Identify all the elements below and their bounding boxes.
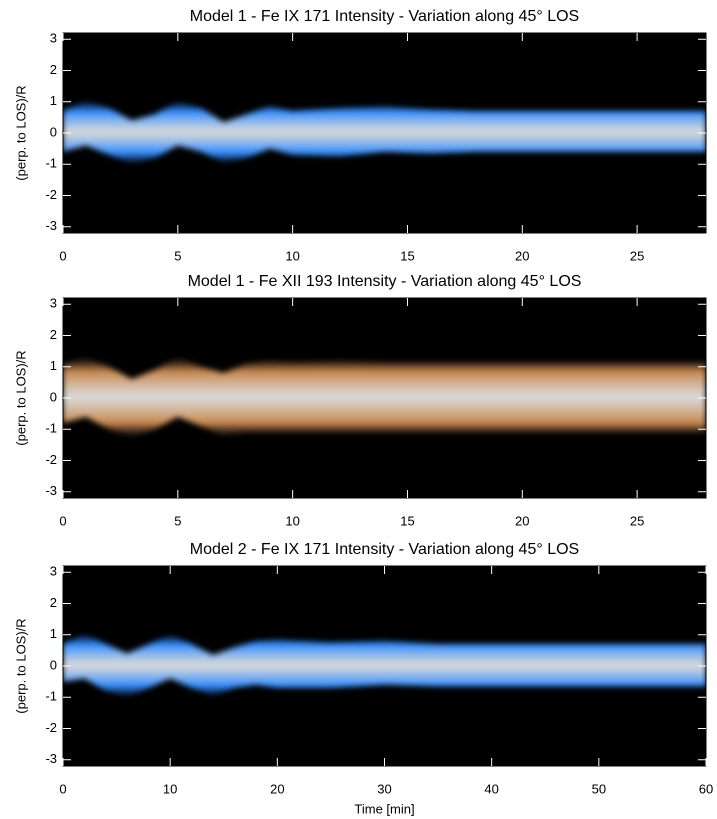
x-tick-label: 10	[285, 513, 299, 528]
x-axis-label: Time [min]	[354, 801, 414, 816]
x-tick-label: 15	[400, 248, 414, 263]
x-tick-label: 40	[484, 781, 498, 796]
y-tick-label: -3	[45, 218, 57, 233]
x-tick-label: 0	[59, 248, 66, 263]
chart-title: Model 2 - Fe IX 171 Intensity - Variatio…	[190, 541, 579, 558]
intensity-band	[63, 357, 706, 438]
y-tick-label: 2	[50, 595, 57, 610]
y-tick-label: -3	[45, 751, 57, 766]
x-tick-label: 5	[174, 513, 181, 528]
intensity-band	[63, 100, 706, 165]
y-tick-label: 0	[50, 124, 57, 139]
y-tick-label: -2	[45, 452, 57, 467]
x-tick-label: 0	[59, 781, 66, 796]
y-tick-label: -3	[45, 483, 57, 498]
y-tick-label: -2	[45, 187, 57, 202]
x-tick-label: 10	[163, 781, 177, 796]
y-axis-label: (perp. to LOS)/R	[13, 85, 28, 180]
x-tick-label: 20	[515, 513, 529, 528]
y-tick-label: 2	[50, 62, 57, 77]
y-tick-label: 0	[50, 389, 57, 404]
x-tick-label: 20	[515, 248, 529, 263]
intensity-band	[63, 633, 706, 698]
y-tick-label: -1	[45, 689, 57, 704]
y-tick-label: 1	[50, 93, 57, 108]
y-tick-label: 3	[50, 296, 57, 311]
y-tick-label: 1	[50, 626, 57, 641]
x-tick-label: 20	[270, 781, 284, 796]
y-tick-label: -1	[45, 421, 57, 436]
x-tick-label: 15	[400, 513, 414, 528]
x-tick-label: 0	[59, 513, 66, 528]
x-tick-label: 10	[285, 248, 299, 263]
x-tick-label: 60	[699, 781, 713, 796]
y-tick-label: 0	[50, 657, 57, 672]
x-tick-label: 25	[630, 513, 644, 528]
y-tick-label: 3	[50, 31, 57, 46]
y-axis-label: (perp. to LOS)/R	[13, 618, 28, 713]
y-tick-label: 2	[50, 327, 57, 342]
y-tick-label: 1	[50, 358, 57, 373]
y-axis-label: (perp. to LOS)/R	[13, 350, 28, 445]
chart-title: Model 1 - Fe IX 171 Intensity - Variatio…	[190, 8, 579, 25]
x-tick-label: 30	[377, 781, 391, 796]
x-tick-label: 5	[174, 248, 181, 263]
y-tick-label: -1	[45, 156, 57, 171]
x-tick-label: 25	[630, 248, 644, 263]
y-tick-label: -2	[45, 720, 57, 735]
y-tick-label: 3	[50, 564, 57, 579]
x-tick-label: 50	[592, 781, 606, 796]
chart-title: Model 1 - Fe XII 193 Intensity - Variati…	[188, 273, 582, 290]
